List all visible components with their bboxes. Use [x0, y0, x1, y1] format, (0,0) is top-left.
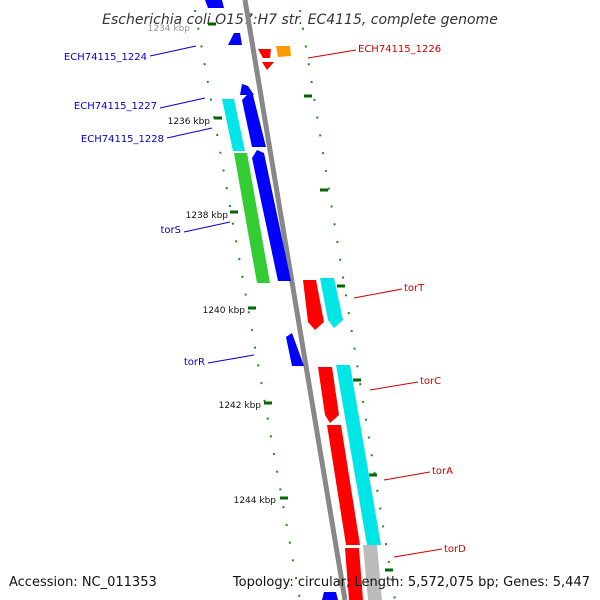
gene-label-ECH74115_1224[interactable]: ECH74115_1224	[64, 52, 147, 63]
tick-label: 1238 kbp	[186, 211, 229, 221]
gene-ECH74115_1225[interactable]	[258, 49, 271, 58]
gene-torT[interactable]	[320, 278, 343, 328]
label-connector	[393, 548, 443, 558]
gene-label-torA[interactable]: torA	[432, 466, 453, 477]
gene-torD[interactable]	[363, 545, 382, 600]
gene-label-ECH74115_1227[interactable]: ECH74115_1227	[74, 101, 157, 112]
gene-ECH74115_1225b[interactable]	[262, 62, 274, 70]
gene-torS-green[interactable]	[234, 153, 270, 283]
map-title: Escherichia coli O157:H7 str. EC4115, co…	[102, 12, 498, 28]
tick-label: 1234 kbp	[148, 24, 191, 34]
genome-summary-text: Topology: circular; Length: 5,572,075 bp…	[232, 575, 590, 590]
gene-ECH74115_1226[interactable]	[276, 46, 291, 57]
gene-torD-red[interactable]	[345, 548, 363, 600]
label-connector	[353, 288, 403, 299]
gene-label-torD[interactable]: torD	[444, 544, 466, 555]
label-connector	[307, 49, 357, 59]
label-connector	[159, 97, 206, 109]
gene-label-ECH74115_1226[interactable]: ECH74115_1226	[358, 44, 441, 55]
tick-label: 1242 kbp	[219, 401, 262, 411]
gene-label-torT[interactable]: torT	[404, 283, 425, 294]
gene-ECH74115_1227[interactable]	[240, 84, 254, 95]
gene-torR[interactable]	[286, 333, 304, 366]
gene-ECH74115_1228[interactable]	[242, 95, 266, 147]
gene-label-ECH74115_1228[interactable]: ECH74115_1228	[81, 134, 164, 145]
gene-torT-red[interactable]	[303, 280, 324, 330]
label-connector	[383, 471, 431, 481]
accession-text: Accession: NC_011353	[9, 575, 157, 590]
gene-label-torR[interactable]: torR	[184, 357, 205, 368]
label-connector	[183, 221, 231, 233]
gene-torA[interactable]	[327, 425, 360, 545]
gene-torS[interactable]	[252, 150, 291, 281]
gene-ECH74115_1228-cyan[interactable]	[222, 99, 245, 151]
label-connector	[166, 127, 213, 139]
gene-ECH74115_1224[interactable]	[228, 33, 242, 45]
genome-backbone	[242, 0, 348, 600]
gene-torC-red[interactable]	[318, 367, 339, 423]
label-connector	[207, 354, 255, 364]
gene-label-torS[interactable]: torS	[161, 225, 182, 236]
label-connector	[149, 45, 197, 57]
label-connector	[369, 381, 419, 391]
tick-label: 1236 kbp	[168, 117, 211, 127]
gene-torC[interactable]	[336, 365, 381, 545]
gene-bottom-blue[interactable]	[322, 592, 338, 600]
gene-label-torC[interactable]: torC	[420, 376, 441, 387]
tick-label: 1240 kbp	[203, 306, 246, 316]
tick-label: 1244 kbp	[234, 496, 277, 506]
gene-ECH74115_1223[interactable]	[205, 0, 224, 8]
